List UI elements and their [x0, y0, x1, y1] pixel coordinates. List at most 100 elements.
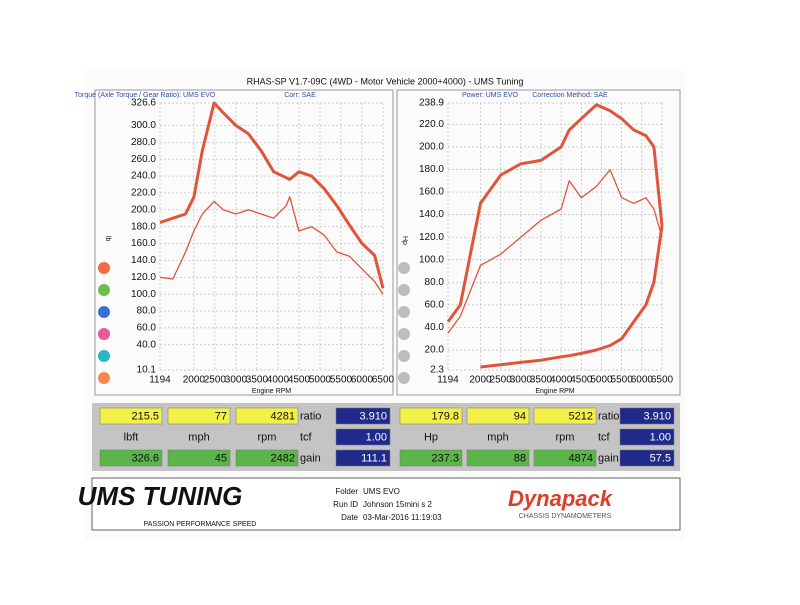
y-tick-label: 200.0: [419, 142, 444, 153]
x-tick-label: 4500: [288, 375, 311, 386]
folder: UMS EVO: [363, 487, 400, 496]
y-tick-label: 220.0: [419, 119, 444, 130]
readout-text: 4874: [569, 452, 593, 464]
y-tick-label: 80.0: [425, 277, 445, 288]
readout-cell: [466, 449, 530, 467]
logo: UMS TUNING: [78, 481, 243, 511]
date-label: Date: [341, 513, 358, 522]
run-label: Run ID: [333, 500, 358, 509]
readout-text: mph: [188, 431, 209, 443]
x-tick-label: 4000: [267, 375, 290, 386]
readout-cell: [167, 449, 231, 467]
readout-text: ratio: [300, 410, 321, 422]
chart-title: Torque (Axle Torque / Gear Ratio): UMS E…: [75, 92, 216, 99]
readout-cell: [466, 407, 530, 425]
y-tick-label: 280.0: [131, 137, 156, 148]
readout-text: tcf: [300, 431, 313, 443]
readout-text: tcf: [598, 431, 611, 443]
x-tick-label: 4000: [550, 375, 573, 386]
y-tick-label: 100.0: [131, 289, 156, 300]
y-axis-label: Hp: [401, 236, 408, 245]
x-tick-label: 5500: [330, 375, 353, 386]
readout-text: lbft: [124, 431, 139, 443]
readout-cell: [335, 407, 391, 425]
readout-text: 111.1: [361, 452, 387, 464]
x-tick-label: 1194: [149, 375, 171, 386]
legend-dots-left: [98, 262, 110, 384]
readout-text: rpm: [556, 431, 575, 443]
readouts: 215.5 77 4281 ratio 3.910 lbft mph rpm tcf 1.00 32…: [99, 407, 675, 467]
y-tick-label: 60.0: [425, 300, 445, 311]
readout-text: 57.5: [650, 452, 671, 464]
readout-cell: [235, 449, 299, 467]
data-line: [159, 101, 385, 289]
legend-dots-right: [398, 262, 410, 384]
y-tick-label: 240.0: [131, 171, 156, 182]
x-tick-label: 6000: [631, 375, 654, 386]
readout-text: ratio: [598, 410, 619, 422]
readout-cell: [619, 428, 675, 446]
readout-cell: [235, 407, 299, 425]
readout-text: Hp: [424, 431, 438, 443]
y-tick-label: 40.0: [425, 322, 445, 333]
data-line: [480, 225, 664, 369]
y-tick-label: 2.3: [430, 365, 444, 376]
y-tick-label: 60.0: [137, 323, 157, 334]
x-axis-label: Engine RPM: [252, 388, 291, 395]
y-tick-label: 120.0: [131, 272, 156, 283]
y-tick-label: 160.0: [419, 187, 444, 198]
x-tick-label: 6000: [351, 375, 374, 386]
x-tick-label: 2500: [204, 375, 227, 386]
readout-text: mph: [487, 431, 508, 443]
x-tick-label: 2000: [183, 375, 206, 386]
y-tick-label: 200.0: [131, 204, 156, 215]
run: Johnson 15mini s 2: [363, 500, 432, 509]
readout-text: 1.00: [650, 431, 671, 443]
x-tick-label: 1194: [437, 375, 459, 386]
readout-text: 1.00: [366, 431, 387, 443]
y-tick-label: 80.0: [137, 306, 157, 317]
readout-cell: [335, 449, 391, 467]
y-tick-label: 260.0: [131, 154, 156, 165]
brand: Dynapack: [508, 486, 614, 511]
readout-text: gain: [598, 452, 619, 464]
readout-cell: [99, 449, 163, 467]
chart-title: Power: UMS EVO: [462, 92, 519, 99]
readout-cell: [99, 407, 163, 425]
readout-text: 45: [215, 452, 227, 464]
x-tick-label: 2500: [490, 375, 513, 386]
data-line: [159, 196, 384, 295]
x-tick-label: 3500: [246, 375, 269, 386]
readout-cell: [399, 449, 463, 467]
readout-text: 94: [514, 410, 526, 422]
data-line: [446, 103, 664, 323]
readout-text: 77: [215, 410, 227, 422]
readout-text: 215.5: [131, 410, 159, 422]
x-tick-label: 3500: [530, 375, 553, 386]
folder-label: Folder: [335, 487, 358, 496]
x-tick-label: 6500: [651, 375, 674, 386]
x-tick-label: 5000: [309, 375, 332, 386]
readout-cell: [533, 449, 597, 467]
x-tick-label: 3000: [510, 375, 533, 386]
readout-text: rpm: [258, 431, 277, 443]
y-tick-label: 40.0: [137, 339, 157, 350]
date: 03-Mar-2016 11:19:03: [363, 513, 442, 522]
y-tick-label: 180.0: [419, 164, 444, 175]
data-line: [447, 169, 663, 334]
chart-subtitle: Correction Method: SAE: [532, 92, 608, 99]
y-tick-label: 140.0: [131, 255, 156, 266]
frame-right: [396, 89, 681, 396]
readout-text: 237.3: [431, 452, 459, 464]
readout-text: 3.910: [359, 410, 387, 422]
readout-text: 2482: [271, 452, 295, 464]
y-tick-label: 10.1: [137, 365, 157, 376]
y-axis-label: lb: [104, 236, 111, 242]
readout-text: 326.6: [131, 452, 159, 464]
y-tick-label: 100.0: [419, 254, 444, 265]
x-tick-label: 3000: [225, 375, 248, 386]
y-tick-label: 326.6: [131, 98, 156, 109]
readout-cell: [533, 407, 597, 425]
y-tick-label: 300.0: [131, 120, 156, 131]
